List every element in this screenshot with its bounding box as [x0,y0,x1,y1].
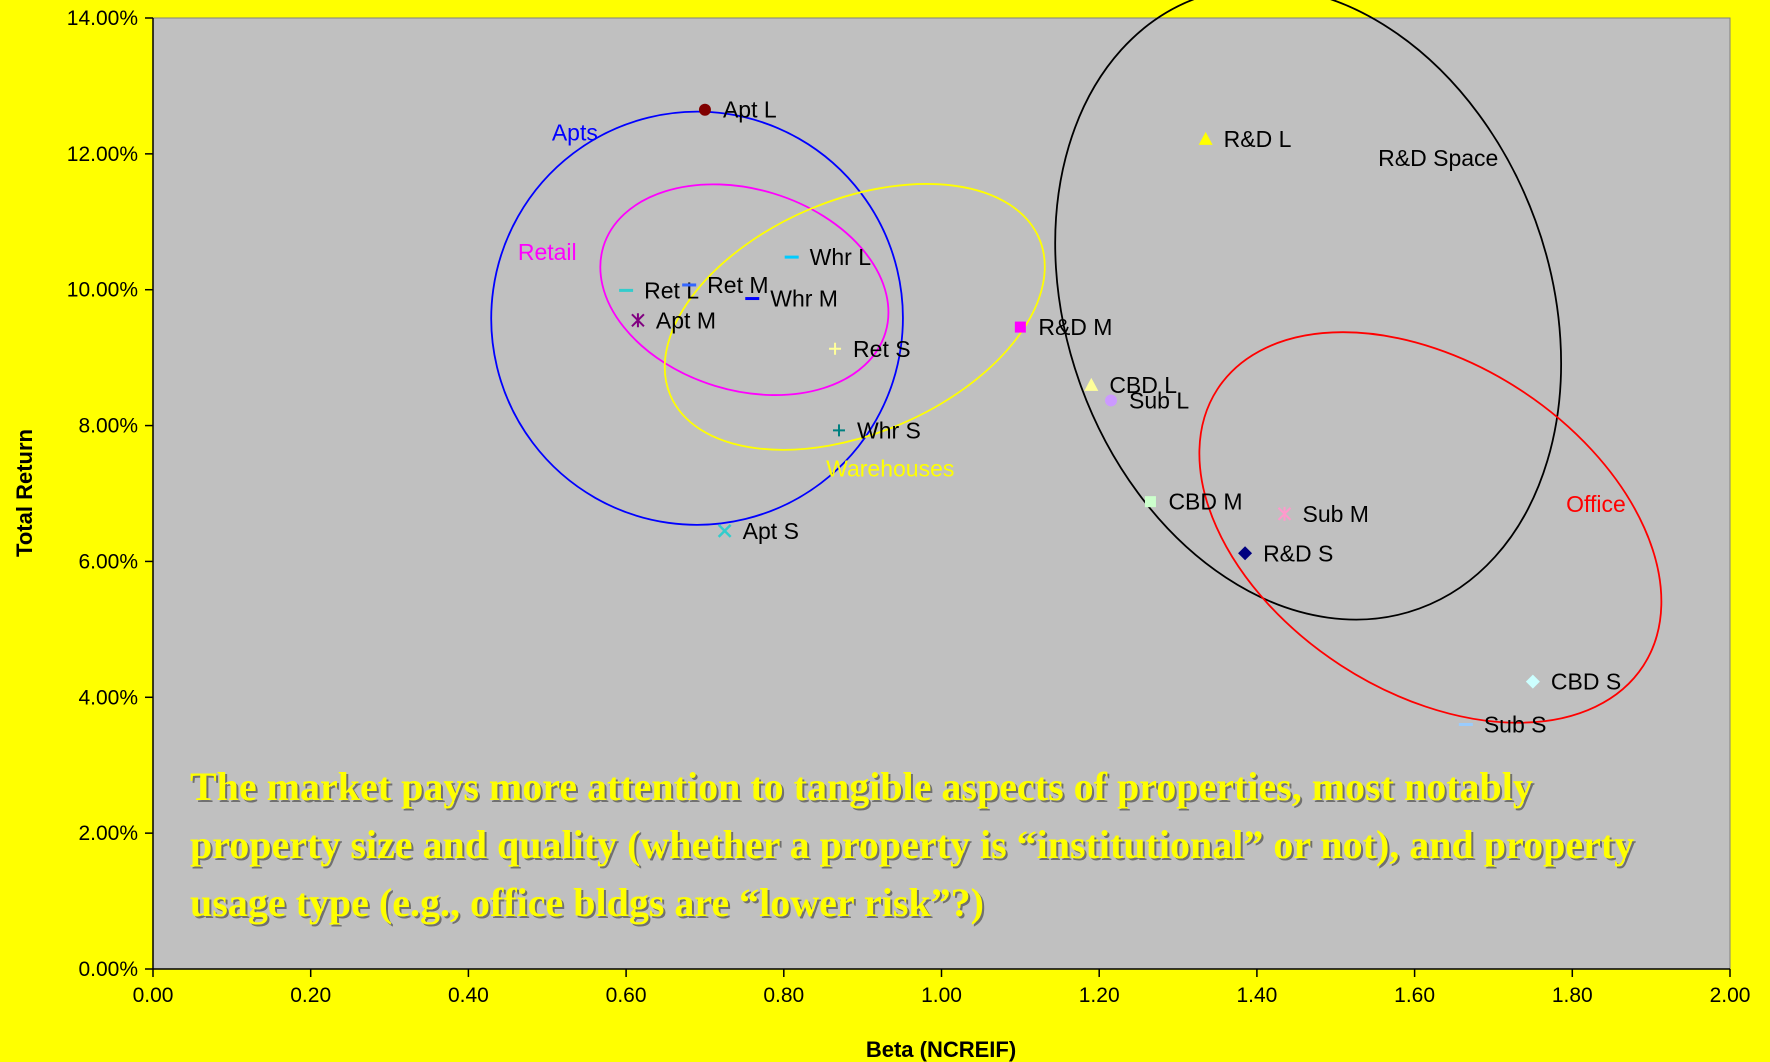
x-tick-label: 1.00 [921,984,962,1007]
y-tick-label: 2.00% [78,822,138,845]
point-label: Whr S [857,417,921,443]
point-label: Apt M [656,307,716,333]
point-label: Ret M [707,272,768,298]
point-label: Apt L [723,97,777,123]
x-axis-title: Beta (NCREIF) [866,1037,1016,1062]
y-tick-label: 12.00% [67,143,138,166]
point-r-d-m: R&D M [1014,314,1112,340]
group-label-apts: Apts [552,119,598,145]
point-marker [1014,321,1026,333]
point-marker [1238,546,1253,561]
point-label: CBD L [1109,372,1177,398]
point-marker [1525,674,1540,689]
point-label: Sub L [1129,387,1189,413]
point-label: Whr M [770,286,838,312]
x-tick-label: 0.20 [290,984,331,1007]
x-tick-label: 1.20 [1079,984,1120,1007]
point-r-d-l: R&D L [1198,126,1292,152]
point-r-d-s: R&D S [1238,540,1333,566]
point-marker [1084,377,1099,391]
y-axis-title: Total Return [12,429,37,557]
point-label: R&D M [1038,314,1112,340]
point-marker [1198,131,1213,145]
point-cbd-l: CBD L [1084,372,1177,398]
point-marker [829,342,842,355]
point-whr-s: Whr S [832,417,921,443]
x-tick-label: 1.80 [1552,984,1593,1007]
x-tick-label: 1.40 [1236,984,1277,1007]
point-apt-s: Apt S [717,518,799,544]
y-tick-label: 0.00% [78,958,138,981]
point-marker [1144,496,1156,508]
group-label-retail: Retail [518,239,577,265]
point-sub-s: Sub S [1458,711,1547,737]
group-label-warehouses: Warehouses [826,456,954,482]
point-label: Apt S [743,518,799,544]
x-tick-label: 0.60 [606,984,647,1007]
point-marker [717,523,732,538]
point-label: CBD S [1551,669,1621,695]
point-ret-m: Ret M [682,272,769,298]
group-ellipse-warehouses [663,183,1046,451]
point-cbd-s: CBD S [1525,669,1621,695]
point-apt-l: Apt L [698,97,777,123]
x-tick-label: 2.00 [1710,984,1751,1007]
point-whr-m: Whr M [745,286,838,312]
group-label-r-d-space: R&D Space [1378,145,1498,171]
point-label: CBD M [1168,489,1242,515]
y-tick-label: 8.00% [78,415,138,438]
point-sub-m: Sub M [1277,501,1369,527]
x-tick-label: 1.60 [1394,984,1435,1007]
group-ellipse-office [1198,331,1663,724]
group-label-office: Office [1566,491,1626,517]
point-sub-l: Sub L [1105,387,1189,413]
group-ellipse-r-d-space [1054,0,1563,621]
point-marker [631,313,645,328]
point-label: Whr L [810,244,872,270]
point-label: R&D L [1224,126,1292,152]
point-label: R&D S [1263,540,1333,566]
x-tick-label: 0.00 [133,984,174,1007]
point-marker [698,103,711,116]
point-label: Ret L [644,277,699,303]
x-tick-label: 0.80 [763,984,804,1007]
point-ret-s: Ret S [829,336,911,362]
group-ellipse-apts [490,110,904,526]
point-ret-l: Ret L [619,277,699,303]
y-tick-label: 6.00% [78,550,138,573]
y-tick-label: 14.00% [67,7,138,30]
point-whr-l: Whr L [784,244,872,270]
point-marker [1277,506,1292,521]
annotation-text: The market pays more attention to tangib… [190,764,1635,925]
point-cbd-m: CBD M [1144,489,1243,515]
point-label: Sub S [1484,711,1547,737]
x-tick-label: 0.40 [448,984,489,1007]
point-label: Ret S [853,336,911,362]
plot-area [152,17,1731,970]
y-tick-label: 10.00% [67,279,138,302]
point-label: Sub M [1302,501,1368,527]
point-marker [1105,394,1118,407]
point-apt-m: Apt M [631,307,716,333]
point-marker [832,424,845,437]
y-tick-label: 4.00% [78,686,138,709]
group-ellipse-retail [599,183,890,396]
